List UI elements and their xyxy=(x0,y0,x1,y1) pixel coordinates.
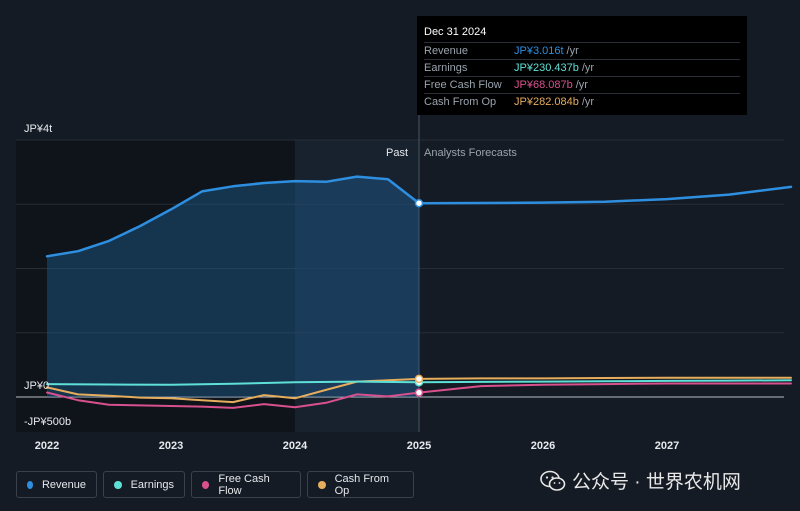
tooltip-label: Revenue xyxy=(424,45,469,57)
legend-label: Revenue xyxy=(41,478,86,491)
y-tick-label: JP¥0 xyxy=(24,380,49,392)
watermark: 公众号 · 世界农机网 xyxy=(540,467,741,494)
x-tick-label: 2026 xyxy=(531,440,555,452)
revenue-line xyxy=(45,175,793,258)
legend-label: Cash From Op xyxy=(334,472,389,497)
legend-item-cash-from-op[interactable]: Cash From Op xyxy=(307,471,414,498)
legend-item-earnings[interactable]: Earnings xyxy=(103,471,185,498)
tooltip-value: JP¥230.437b xyxy=(514,62,579,74)
forecast-label: Analysts Forecasts xyxy=(424,147,517,159)
legend-dot-icon xyxy=(114,480,122,489)
past-label: Past xyxy=(386,147,408,159)
tooltip-row-revenue: Revenue JP¥3.016t /yr xyxy=(424,42,740,59)
tooltip-row-cash-from-op: Cash From Op JP¥282.084b /yr xyxy=(424,93,740,110)
free-cash-flow-line xyxy=(46,382,792,409)
tooltip: Dec 31 2024 Revenue JP¥3.016t /yr Earnin… xyxy=(417,16,747,115)
cash-from-op-marker xyxy=(414,374,424,384)
legend-label: Earnings xyxy=(130,478,174,491)
legend-dot-icon xyxy=(202,480,210,489)
legend-label: Free Cash Flow xyxy=(218,472,270,497)
legend: Revenue Earnings Free Cash Flow Cash Fro… xyxy=(16,471,414,499)
cash-from-op-line xyxy=(46,376,792,404)
legend-item-free-cash-flow[interactable]: Free Cash Flow xyxy=(191,471,301,498)
y-tick-label: -JP¥500b xyxy=(24,416,71,428)
free-cash-flow-marker xyxy=(414,388,424,397)
legend-dot-icon xyxy=(318,480,326,489)
x-tick-label: 2027 xyxy=(655,440,679,452)
tooltip-value: JP¥282.084b xyxy=(514,96,579,108)
tooltip-row-earnings: Earnings JP¥230.437b /yr xyxy=(424,59,740,76)
revenue-marker xyxy=(414,198,424,208)
tooltip-label: Cash From Op xyxy=(424,96,497,108)
x-tick-label: 2025 xyxy=(407,440,431,452)
x-tick-label: 2023 xyxy=(159,440,183,452)
tooltip-unit: /yr xyxy=(581,62,595,74)
x-tick-label: 2022 xyxy=(35,440,59,452)
tooltip-value: JP¥3.016t xyxy=(514,45,564,57)
tooltip-unit: /yr xyxy=(566,45,579,57)
legend-item-revenue[interactable]: Revenue xyxy=(16,471,97,498)
tooltip-value: JP¥68.087b xyxy=(514,79,573,91)
tooltip-label: Earnings xyxy=(424,62,468,74)
tooltip-label: Free Cash Flow xyxy=(424,79,502,91)
x-tick-label: 2024 xyxy=(283,440,308,452)
tooltip-date: Dec 31 2024 xyxy=(424,26,487,38)
y-tick-label: JP¥4t xyxy=(24,123,52,135)
tooltip-unit: /yr xyxy=(575,79,588,91)
legend-dot-icon xyxy=(27,480,33,489)
wechat-icon xyxy=(540,470,566,491)
tooltip-row-free-cash-flow: Free Cash Flow JP¥68.087b /yr xyxy=(424,76,740,93)
revenue-area xyxy=(47,176,419,397)
watermark-text: 公众号 · 世界农机网 xyxy=(572,472,741,493)
tooltip-unit: /yr xyxy=(581,96,595,108)
